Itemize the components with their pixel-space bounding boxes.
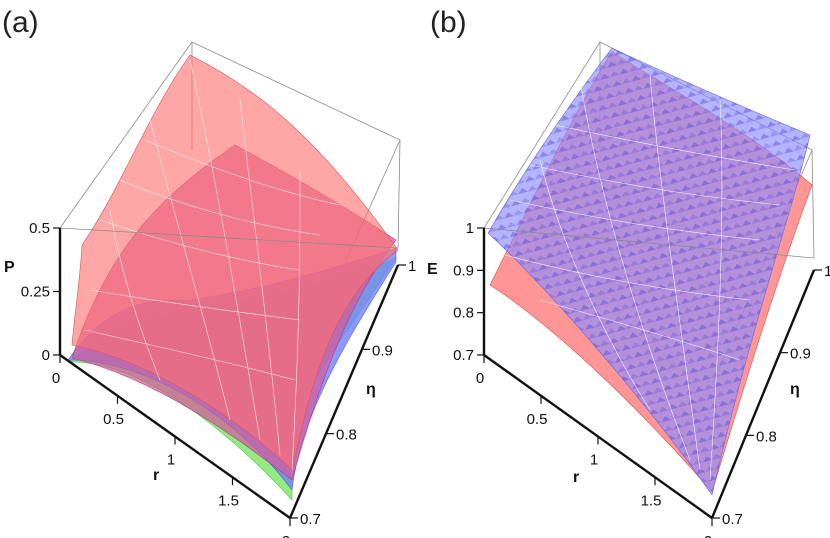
axis-b-eta [710, 269, 816, 519]
tick-label-z: 0.25 [21, 284, 50, 301]
axis-a-r-title: r [153, 467, 159, 484]
panel-a-top-edge [59, 227, 399, 249]
surface-a-red [71, 54, 399, 471]
tick-label-eta: 1 [408, 258, 416, 275]
tick-label-z: 0 [42, 347, 50, 364]
tick-label-z: 0.9 [453, 262, 474, 279]
tick-label-r: 0 [476, 370, 484, 387]
tick-label-eta: 0.9 [790, 346, 811, 363]
tick-label-r: 0.5 [103, 411, 124, 428]
tick-label-eta: 0.8 [336, 427, 357, 444]
panel-b-label: (b) [430, 6, 467, 39]
surface-b-texture [488, 48, 810, 495]
tick-label-eta: 0.7 [722, 511, 743, 528]
tick-label-r: 1.5 [641, 492, 662, 509]
tick-label-r: 0 [52, 370, 60, 387]
panel-a: (a) [2, 6, 416, 538]
surface-a-mesh [84, 59, 341, 471]
tick-label-z: 0.5 [29, 220, 50, 237]
tick-label-r: 1 [167, 452, 175, 469]
tick-label-r: 2 [704, 533, 712, 538]
tick-label-r: 2 [282, 533, 290, 538]
tick-label-r: 0.5 [527, 411, 548, 428]
axis-a-eta [288, 264, 400, 519]
axis-b-r-title: r [573, 469, 579, 486]
panel-b-top-edge [483, 227, 815, 259]
panel-b-surfaces [487, 47, 813, 496]
axis-a-z-title: P [4, 259, 15, 276]
panel-a-label: (a) [2, 6, 39, 39]
axis-a-eta-title: η [366, 381, 376, 398]
axis-b-eta-title: η [790, 381, 800, 398]
tick-label-eta: 1 [824, 263, 830, 280]
tick-label-r: 1 [590, 452, 598, 469]
tick-label-eta: 0.7 [300, 511, 321, 528]
panel-b-ticks: 0 0.5 1 1.5 2 0.7 0.8 0.9 1 0.7 0.8 0.9 1 [453, 220, 830, 538]
tick-label-eta: 0.9 [372, 342, 393, 359]
tick-label-z: 0.7 [453, 347, 474, 364]
tick-label-r: 1.5 [218, 492, 239, 509]
tick-label-eta: 0.8 [756, 428, 777, 445]
panel-b: (b) [427, 6, 830, 538]
surface-b-mesh [504, 74, 796, 481]
panel-a-surfaces [67, 54, 399, 501]
panel-a-ticks: 0 0.5 1 1.5 2 0.7 0.8 0.9 1 0 0.25 0.5 [21, 220, 417, 538]
tick-label-z: 1 [466, 220, 474, 237]
tick-label-z: 0.8 [453, 305, 474, 322]
axis-b-z-title: E [427, 261, 438, 278]
